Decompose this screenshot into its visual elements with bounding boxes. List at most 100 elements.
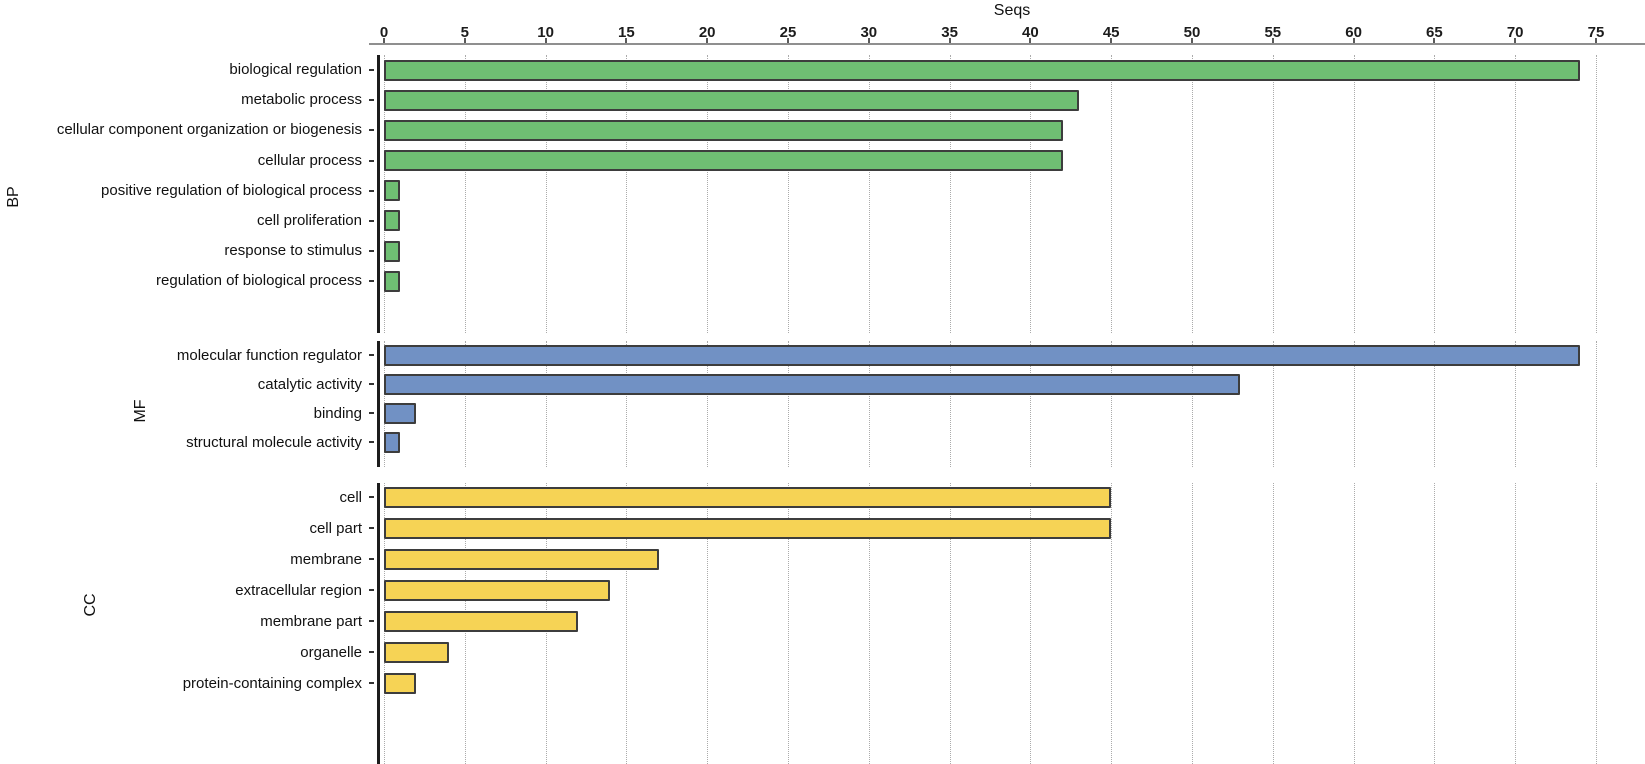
x-tick-label: 15	[618, 24, 635, 41]
category-row: cell part	[0, 513, 1645, 544]
category-tick-mark	[369, 354, 374, 356]
gridline	[1192, 55, 1193, 333]
x-axis-title: Seqs	[993, 2, 1031, 19]
bar-mf-0	[384, 344, 1580, 366]
gridline	[1353, 483, 1355, 764]
bar-bp-6	[384, 240, 401, 262]
x-tick-label: 25	[779, 24, 797, 41]
group-label-bp: BP	[5, 186, 22, 208]
group-label-cc: CC	[82, 593, 99, 617]
gridline	[949, 55, 951, 333]
x-tick-mark	[948, 38, 951, 43]
gridline	[1272, 55, 1274, 333]
gridline	[788, 483, 789, 764]
gridline	[788, 55, 789, 333]
bar-mf-1	[384, 373, 1241, 395]
category-label: membrane part	[260, 612, 362, 630]
category-row: binding	[0, 399, 1645, 428]
category-row: positive regulation of biological proces…	[0, 176, 1645, 206]
category-label: positive regulation of biological proces…	[101, 181, 362, 199]
gridline	[1111, 341, 1113, 467]
gridline	[1596, 55, 1597, 333]
gridline	[1030, 341, 1032, 467]
gridline	[707, 55, 709, 333]
category-row: cell	[0, 482, 1645, 513]
x-tick-label: 65	[1426, 24, 1443, 41]
category-label: structural molecule activity	[186, 433, 362, 451]
x-tick-label: 10	[537, 24, 554, 41]
category-row: protein-containing complex	[0, 668, 1645, 699]
gridline	[626, 341, 628, 467]
x-tick-label: 60	[1345, 24, 1362, 41]
bar-cc-5	[384, 641, 449, 663]
category-label: protein-containing complex	[182, 674, 362, 692]
bar-bp-0	[384, 59, 1580, 81]
category-tick-mark	[369, 129, 374, 132]
gridline	[949, 483, 951, 764]
bar-bp-2	[384, 119, 1063, 141]
category-label: extracellular region	[235, 581, 362, 599]
bar-bp-5	[384, 210, 401, 232]
group-label-mf: MF	[132, 399, 149, 423]
bar-cc-3	[384, 579, 611, 601]
y-axis-line	[377, 483, 380, 764]
x-tick-label: 40	[1022, 24, 1039, 41]
gridline	[464, 55, 466, 333]
category-row: cellular process	[0, 146, 1645, 176]
category-tick-mark	[369, 159, 374, 162]
x-tick-mark	[1191, 38, 1193, 43]
category-tick-mark	[369, 99, 374, 102]
category-tick-mark	[369, 189, 374, 192]
bar-bp-3	[384, 150, 1063, 172]
gridline	[707, 483, 709, 764]
category-row: organelle	[0, 637, 1645, 668]
bar-mf-3	[384, 431, 401, 453]
bar-cc-6	[384, 672, 417, 694]
category-tick-mark	[369, 651, 374, 653]
x-tick-mark	[1352, 38, 1355, 43]
gridline	[1272, 483, 1274, 764]
gridline	[1272, 341, 1274, 467]
section-mf: molecular function regulator catalytic ac…	[0, 341, 1645, 467]
gridline	[868, 55, 870, 333]
x-tick-label: 55	[1264, 24, 1282, 41]
category-tick-mark	[369, 682, 374, 684]
category-row: biological regulation	[0, 55, 1645, 85]
bar-cc-2	[384, 548, 659, 570]
gridline	[1515, 341, 1517, 467]
x-tick-label: 35	[941, 24, 958, 41]
x-tick-mark	[787, 38, 789, 43]
gridline	[1192, 483, 1193, 764]
category-row: regulation of biological process	[0, 266, 1645, 296]
category-label: molecular function regulator	[176, 346, 362, 364]
category-tick-mark	[369, 412, 374, 414]
gridline	[1192, 341, 1193, 467]
gridline	[1515, 483, 1517, 764]
category-label: cell proliferation	[256, 211, 362, 229]
section-bp: biological regulation metabolic process ce…	[0, 55, 1645, 333]
x-tick-label: 75	[1587, 24, 1605, 41]
x-tick-mark	[1271, 38, 1274, 43]
category-label: organelle	[300, 643, 362, 661]
bar-mf-2	[384, 402, 417, 424]
x-tick-label: 20	[698, 24, 716, 41]
gridline	[1515, 55, 1517, 333]
category-row: molecular function regulator	[0, 341, 1645, 370]
x-tick-label: 5	[460, 24, 469, 41]
x-tick-mark	[1433, 38, 1436, 43]
category-label: catalytic activity	[257, 375, 362, 393]
gridline	[868, 483, 870, 764]
gridline	[707, 341, 709, 467]
category-row: cellular component organization or bioge…	[0, 115, 1645, 145]
category-label: membrane	[290, 550, 362, 568]
category-tick-mark	[369, 589, 374, 591]
x-axis-line	[369, 43, 1645, 45]
category-row: extracellular region	[0, 575, 1645, 606]
x-tick-mark	[1514, 38, 1517, 43]
category-tick-mark	[369, 620, 374, 622]
category-tick-mark	[369, 558, 374, 560]
category-tick-mark	[369, 527, 374, 529]
gridline	[1111, 55, 1113, 333]
gridline	[626, 483, 628, 764]
